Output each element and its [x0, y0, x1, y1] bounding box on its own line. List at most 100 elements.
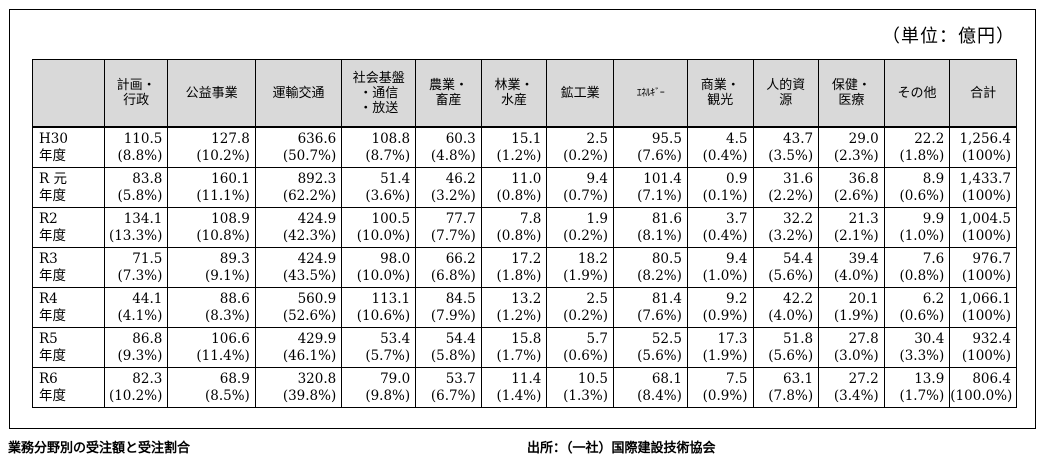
amount-value: 89.3 [219, 250, 250, 267]
column-header-text: ・放送 [359, 100, 399, 116]
value-cell: 160.1 (11.1%) [167, 167, 256, 208]
value-cell: 21.3 (2.1%) [818, 207, 885, 248]
row-label: R2 年度 [32, 207, 105, 248]
share-value: (0.2%) [563, 227, 608, 244]
value-cell: 11.0 (0.8%) [480, 167, 548, 208]
share-value: (50.7%) [282, 147, 337, 164]
amount-value: 86.8 [132, 330, 163, 347]
value-cell: 27.2 (3.4%) [818, 367, 885, 408]
amount-value: 98.0 [380, 250, 411, 267]
value-cell: 53.4 (5.7%) [341, 327, 417, 368]
amount-value: 806.4 [972, 370, 1011, 387]
share-value: (7.9%) [430, 307, 476, 324]
amount-value: 424.9 [297, 250, 337, 267]
value-cell: 113.1 (10.6%) [341, 287, 417, 328]
share-value: (100%) [961, 267, 1011, 284]
amount-value: 932.4 [972, 330, 1011, 347]
amount-value: 7.5 [726, 370, 748, 387]
share-value: (42.3%) [282, 227, 337, 244]
value-cell: 127.8 (10.2%) [167, 126, 256, 168]
share-value: (10.6%) [356, 307, 411, 324]
value-cell: 932.4 (100%) [949, 327, 1017, 368]
amount-value: 31.6 [783, 170, 814, 187]
amount-value: 13.2 [511, 290, 542, 307]
value-cell: 51.4 (3.6%) [341, 167, 417, 208]
value-cell: 46.2 (3.2%) [415, 167, 482, 208]
share-value: (5.8%) [430, 347, 476, 364]
value-cell: 10.5 (1.3%) [546, 367, 614, 408]
value-cell: 43.7 (3.5%) [752, 126, 820, 168]
value-cell: 60.3 (4.8%) [415, 126, 482, 168]
column-header: 林業・ 水産 [480, 59, 548, 128]
value-cell: 82.3 (10.2%) [103, 367, 169, 408]
amount-value: 30.4 [914, 330, 945, 347]
column-header: 商業・ 観光 [686, 59, 754, 128]
table-row: R2 年度 134.1 (13.3%) 108.9 (10.8%) 424.9 (42.3%)… [32, 207, 1017, 248]
amount-value: 15.1 [511, 130, 542, 147]
amount-value: 95.5 [651, 130, 682, 147]
column-header-text: 人的資 [766, 78, 806, 93]
value-cell: 560.9 (52.6%) [254, 287, 343, 328]
column-header: 運輸交通 [254, 59, 343, 128]
value-cell: 53.7 (6.7%) [415, 367, 482, 408]
amount-value: 1,256.4 [959, 130, 1011, 147]
amount-value: 79.0 [380, 370, 411, 387]
value-cell: 98.0 (10.0%) [341, 247, 417, 288]
share-value: (0.7%) [563, 187, 608, 204]
value-cell: 86.8 (9.3%) [103, 327, 169, 368]
value-cell: 77.7 (7.7%) [415, 207, 482, 248]
table-row: R6 年度 82.3 (10.2%) 68.9 (8.5%) 320.8 (39.8%) 79.… [32, 367, 1017, 408]
value-cell: 7.5 (0.9%) [686, 367, 754, 408]
value-cell: 42.2 (4.0%) [752, 287, 820, 328]
amount-value: 113.1 [371, 290, 411, 307]
value-cell: 22.2 (1.8%) [883, 126, 951, 168]
amount-value: 51.4 [380, 170, 411, 187]
value-cell: 4.5 (0.4%) [686, 126, 754, 168]
column-header-text: 医療 [838, 93, 865, 108]
share-value: (1.0%) [702, 267, 748, 284]
share-value: (5.6%) [768, 347, 814, 364]
amount-value: 110.5 [123, 130, 163, 147]
share-value: (7.3%) [117, 267, 163, 284]
share-value: (0.4%) [702, 147, 748, 164]
amount-value: 13.9 [914, 370, 945, 387]
row-label-text: R3 [39, 250, 58, 267]
column-header: 鉱工業 [546, 59, 614, 128]
value-cell: 13.2 (1.2%) [480, 287, 548, 328]
share-value: (3.4%) [833, 387, 879, 404]
value-cell: 44.1 (4.1%) [103, 287, 169, 328]
amount-value: 106.6 [211, 330, 250, 347]
row-label-text: R6 [39, 370, 58, 387]
value-cell: 39.4 (4.0%) [818, 247, 885, 288]
amount-value: 60.3 [445, 130, 476, 147]
share-value: (1.8%) [899, 147, 945, 164]
value-cell: 17.3 (1.9%) [686, 327, 754, 368]
amount-value: 71.5 [132, 250, 163, 267]
amount-value: 18.2 [577, 250, 608, 267]
value-cell: 52.5 (5.6%) [612, 327, 688, 368]
figure-frame: （単位：億円） [9, 9, 1036, 429]
amount-value: 1,066.1 [959, 290, 1011, 307]
amount-value: 39.4 [848, 250, 879, 267]
share-value: (0.9%) [702, 387, 748, 404]
column-header-text: 商業・ [700, 78, 740, 93]
value-cell: 31.6 (2.2%) [752, 167, 820, 208]
share-value: (0.8%) [899, 267, 945, 284]
value-cell: 424.9 (43.5%) [254, 247, 343, 288]
share-value: (100%) [961, 227, 1011, 244]
share-value: (100%) [961, 147, 1011, 164]
value-cell: 108.8 (8.7%) [341, 126, 417, 168]
share-value: (100%) [961, 187, 1011, 204]
amount-value: 636.6 [297, 130, 337, 147]
value-cell: 88.6 (8.3%) [167, 287, 256, 328]
value-cell: 9.4 (1.0%) [686, 247, 754, 288]
value-cell: 106.6 (11.4%) [167, 327, 256, 368]
amount-value: 9.4 [586, 170, 608, 187]
value-cell: 13.9 (1.7%) [883, 367, 951, 408]
amount-value: 100.5 [371, 210, 411, 227]
value-cell: 95.5 (7.6%) [612, 126, 688, 168]
amount-value: 320.8 [297, 370, 337, 387]
amount-value: 27.8 [848, 330, 879, 347]
share-value: (9.3%) [117, 347, 163, 364]
value-cell: 100.5 (10.0%) [341, 207, 417, 248]
